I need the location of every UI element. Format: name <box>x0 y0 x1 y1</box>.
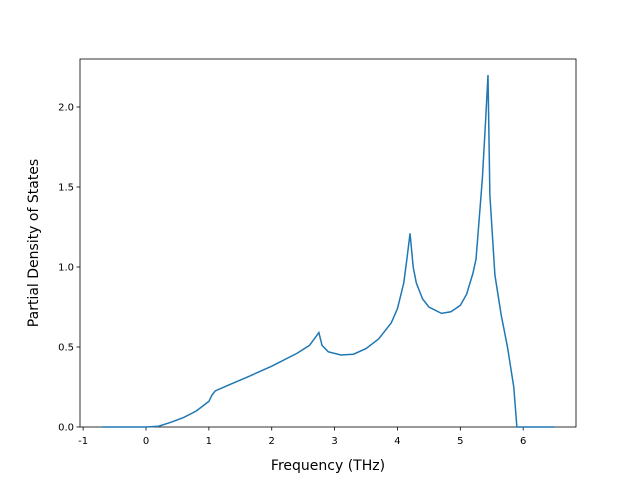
x-tick-label: 1 <box>206 436 212 447</box>
data-line <box>102 74 555 428</box>
x-tick-label: -1 <box>78 436 88 447</box>
x-axis-label: Frequency (THz) <box>271 458 385 474</box>
x-tick-label: 3 <box>331 436 337 447</box>
x-tick-label: 2 <box>269 436 275 447</box>
x-tick-label: 6 <box>520 436 526 447</box>
y-axis-label: Partial Density of States <box>26 159 42 327</box>
y-tick-label: 0.5 <box>58 343 74 354</box>
plot-frame <box>79 58 577 428</box>
y-tick-label: 0.0 <box>58 423 74 434</box>
x-tick-label: 4 <box>394 436 400 447</box>
x-tick-label: 0 <box>143 436 149 447</box>
y-tick-label: 1.0 <box>58 263 74 274</box>
x-tick-label: 5 <box>457 436 463 447</box>
y-tick-label: 2.0 <box>58 103 74 114</box>
y-tick-label: 1.5 <box>58 183 74 194</box>
